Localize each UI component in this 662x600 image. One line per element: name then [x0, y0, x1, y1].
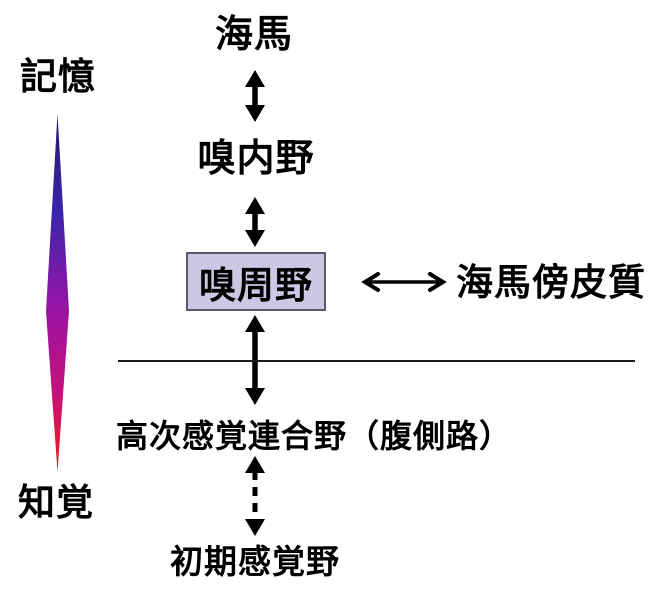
- entorhinal-cortex-label: 嗅内野: [197, 138, 315, 180]
- perception-label: 知覚: [18, 482, 94, 523]
- dashed-double-arrow-higher-primary-sensory-icon: [242, 456, 268, 536]
- double-arrow-perirhinal-parahippocampal-icon: [358, 271, 450, 293]
- double-arrow-entorhinal-perirhinal-icon: [242, 197, 268, 247]
- primary-sensory-label: 初期感覚野: [170, 543, 340, 580]
- double-arrow-hippocampus-entorhinal-icon: [242, 70, 268, 122]
- parahippocampal-cortex-label: 海馬傍皮質: [456, 262, 646, 303]
- perirhinal-cortex-box: 嗅周野: [186, 252, 326, 311]
- hippocampus-label: 海馬: [214, 14, 294, 56]
- memory-perception-gradient-spindle-icon: [45, 114, 70, 472]
- higher-sensory-association-label: 高次感覚連合野（腹側路）: [115, 418, 513, 454]
- memory-label: 記憶: [20, 56, 96, 97]
- memory-perception-divider-line: [118, 360, 635, 362]
- perirhinal-cortex-label: 嗅周野: [199, 264, 313, 306]
